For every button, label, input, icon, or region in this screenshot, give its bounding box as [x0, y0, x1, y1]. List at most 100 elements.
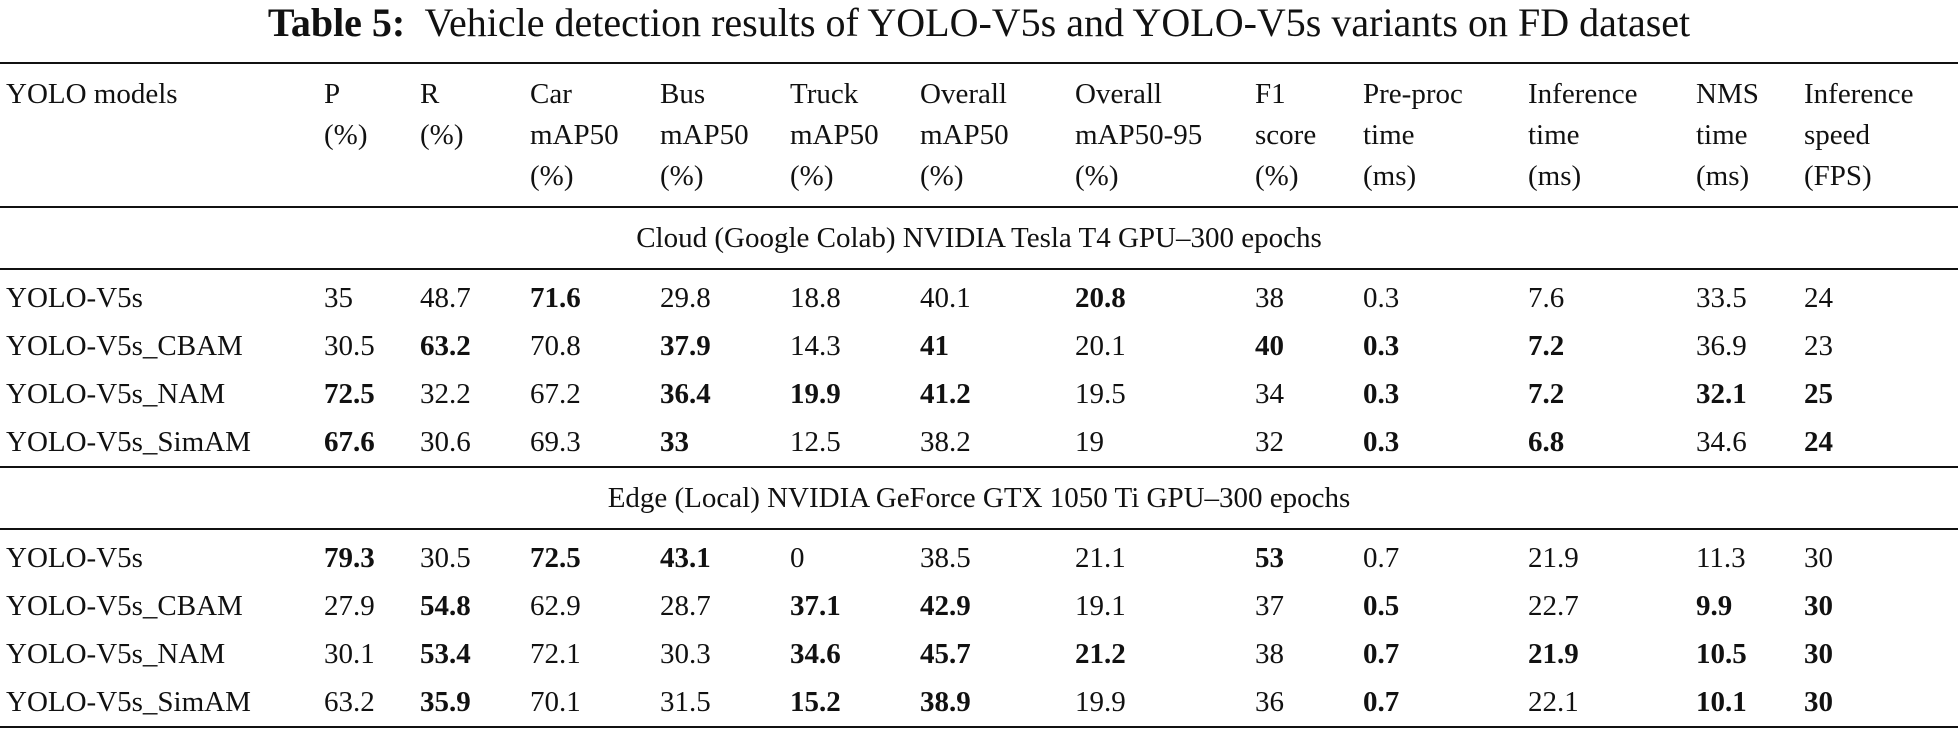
column-header-line: YOLO models [6, 78, 178, 110]
table-cell: 34.6 [790, 638, 841, 670]
table-row: YOLO-V5s_CBAM 27.9 54.8 62.9 28.7 37.1 42.9 19.… [0, 582, 1958, 630]
column-header-line: (%) [920, 160, 964, 192]
column-header-line: R [420, 78, 440, 110]
column-header: P (%) [318, 62, 414, 207]
table-cell: 21.1 [1075, 542, 1126, 574]
column-header-line: Car [530, 78, 572, 110]
column-header-line: (ms) [1528, 160, 1582, 192]
column-header-line: (FPS) [1804, 160, 1872, 192]
table-cell: 7.2 [1528, 330, 1565, 362]
table-cell: 6.8 [1528, 426, 1565, 458]
column-header-line: (ms) [1696, 160, 1750, 192]
model-name-cell: YOLO-V5s [6, 282, 143, 314]
column-header: Car mAP50 (%) [524, 62, 654, 207]
column-header-line: mAP50 [920, 119, 1009, 151]
table-cell: 22.7 [1528, 590, 1579, 622]
table-cell: 63.2 [318, 678, 414, 728]
table-cell: 14.3 [790, 330, 841, 362]
table-cell: 37.1 [790, 590, 841, 622]
column-header: R (%) [414, 62, 524, 207]
column-header-line: time [1696, 119, 1748, 151]
column-header-line: Overall [920, 78, 1007, 110]
table-cell: 70.1 [524, 678, 654, 728]
table-cell: 0.3 [1363, 378, 1400, 410]
table-cell: 19.5 [1075, 378, 1126, 410]
table-cell: 18.8 [790, 282, 841, 314]
table-cell: 20.1 [1075, 330, 1126, 362]
table-row: YOLO-V5s_NAM 72.5 32.2 67.2 36.4 19.9 41.2 19.5… [0, 370, 1958, 418]
table-cell: 72.1 [530, 638, 581, 670]
table-cell: 0.3 [1363, 426, 1400, 458]
column-header: Truck mAP50 (%) [784, 62, 914, 207]
table-cell: 43.1 [660, 542, 711, 574]
table-cell: 63.2 [420, 330, 471, 362]
table-cell: 36.4 [660, 378, 711, 410]
column-header-line: mAP50-95 [1075, 119, 1203, 151]
table-row: YOLO-V5s_SimAM 67.6 30.6 69.3 33 12.5 38.2 19 32… [0, 418, 1958, 467]
table-cell: 27.9 [324, 590, 375, 622]
table-cell: 36.9 [1696, 330, 1747, 362]
table-cell: 15.2 [784, 678, 914, 728]
table-cell: 24 [1804, 426, 1833, 458]
table-cell: 0.7 [1357, 678, 1522, 728]
table-cell: 71.6 [530, 282, 581, 314]
results-table: YOLO models P (%) R (%) Car mAP50 (%) Bus mAP50 (%… [0, 62, 1958, 728]
table-body: Cloud (Google Colab) NVIDIA Tesla T4 GPU… [0, 206, 1958, 728]
table-cell: 38.9 [914, 678, 1069, 728]
table-cell: 20.8 [1075, 282, 1126, 314]
table-cell: 38 [1255, 282, 1284, 314]
column-header-line: time [1528, 119, 1580, 151]
table-cell: 33.5 [1696, 282, 1747, 314]
table-cell: 21.9 [1528, 542, 1579, 574]
column-header: Overall mAP50 (%) [914, 62, 1069, 207]
caption-label: Table 5: [267, 0, 406, 45]
table-cell: 30.5 [324, 330, 375, 362]
column-header-line: (%) [530, 160, 574, 192]
table-cell: 40 [1255, 330, 1284, 362]
column-header: NMS time (ms) [1690, 62, 1798, 207]
table-cell: 30 [1798, 678, 1958, 728]
table-cell: 45.7 [920, 638, 971, 670]
table-cell: 48.7 [420, 282, 471, 314]
column-header-line: Bus [660, 78, 706, 110]
column-header-line: mAP50 [790, 119, 879, 151]
table-cell: 7.2 [1528, 378, 1565, 410]
column-header-line: F1 [1255, 78, 1286, 110]
table-cell: 29.8 [660, 282, 711, 314]
table-cell: 62.9 [530, 590, 581, 622]
table-cell: 22.1 [1522, 678, 1690, 728]
section-header-row: Cloud (Google Colab) NVIDIA Tesla T4 GPU… [0, 206, 1958, 270]
caption-text: Vehicle detection results of YOLO-V5s an… [424, 0, 1691, 45]
table-cell: 34.6 [1696, 426, 1747, 458]
table-cell: 35 [324, 282, 353, 314]
table-caption: Table 5: Vehicle detection results of YO… [0, 0, 1958, 54]
header-row: YOLO models P (%) R (%) Car mAP50 (%) Bus mAP50 (%… [0, 62, 1958, 207]
column-header-line: Overall [1075, 78, 1162, 110]
model-name-cell: YOLO-V5s [6, 542, 143, 574]
table-cell: 38.5 [920, 542, 971, 574]
table-cell: 25 [1804, 378, 1833, 410]
table-row: YOLO-V5s_NAM 30.1 53.4 72.1 30.3 34.6 45.7 21.2… [0, 630, 1958, 678]
table-cell: 0.7 [1363, 638, 1400, 670]
table-cell: 72.5 [324, 378, 375, 410]
table-cell: 37 [1255, 590, 1284, 622]
table-cell: 67.2 [530, 378, 581, 410]
model-name-cell: YOLO-V5s_NAM [6, 638, 226, 670]
table-cell: 10.5 [1696, 638, 1747, 670]
table-cell: 30.5 [420, 542, 471, 574]
column-header: Pre-proc time (ms) [1357, 62, 1522, 207]
table-cell: 19.1 [1075, 590, 1126, 622]
table-row: YOLO-V5s_CBAM 30.5 63.2 70.8 37.9 14.3 41 20.1 4… [0, 322, 1958, 370]
table-cell: 32.2 [420, 378, 471, 410]
column-header-line: speed [1804, 119, 1871, 151]
column-header: Inference time (ms) [1522, 62, 1690, 207]
table-cell: 31.5 [654, 678, 784, 728]
table-cell: 53.4 [420, 638, 471, 670]
table-cell: 0.7 [1363, 542, 1400, 574]
table-cell: 70.8 [530, 330, 581, 362]
table-cell: 0.3 [1363, 330, 1400, 362]
table-cell: 42.9 [920, 590, 971, 622]
column-header-line: P [324, 78, 341, 110]
table-cell: 30.3 [660, 638, 711, 670]
table-cell: 19.9 [1069, 678, 1249, 728]
